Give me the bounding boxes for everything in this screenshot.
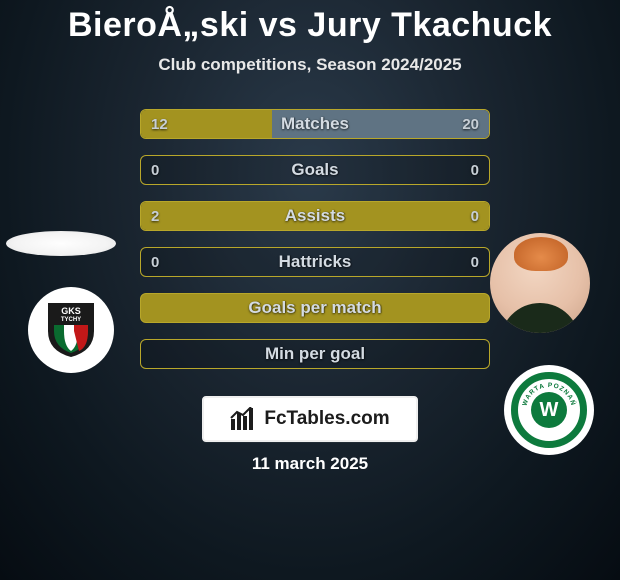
content-wrapper: BieroÅ„ski vs Jury Tkachuck Club competi… bbox=[0, 0, 620, 580]
bar-value-left: 12 bbox=[151, 116, 168, 133]
bar-value-left: 0 bbox=[151, 254, 159, 271]
stat-bar: Goals0 0 bbox=[140, 155, 490, 185]
date-label: 11 march 2025 bbox=[0, 454, 620, 474]
bar-value-left: 2 bbox=[151, 208, 159, 225]
brand-badge: FcTables.com bbox=[202, 396, 418, 442]
subtitle: Club competitions, Season 2024/2025 bbox=[0, 55, 620, 75]
club-left-crest: GKS TYCHY bbox=[28, 287, 114, 373]
page-title: BieroÅ„ski vs Jury Tkachuck bbox=[0, 6, 620, 45]
stat-bar: Goals per match bbox=[140, 293, 490, 323]
player-left-avatar bbox=[6, 231, 116, 256]
chart-bars-icon bbox=[230, 407, 256, 431]
bar-value-right: 0 bbox=[471, 208, 479, 225]
bar-label: Assists bbox=[141, 206, 489, 226]
bar-label: Hattricks bbox=[141, 252, 489, 272]
bar-label: Min per goal bbox=[141, 344, 489, 364]
bar-value-right: 20 bbox=[462, 116, 479, 133]
crest-right-ring: WARTA POZNAŃ 1912 W bbox=[511, 372, 587, 448]
crest-right-ring-bottom: 1912 bbox=[541, 420, 557, 428]
crest-left-text-sub: TYCHY bbox=[46, 317, 96, 323]
crest-right-ring-text-icon: WARTA POZNAŃ 1912 bbox=[518, 379, 580, 441]
bar-label: Goals bbox=[141, 160, 489, 180]
bar-label: Matches bbox=[141, 114, 489, 134]
stat-bars: Matches1220Goals00Assists20Hattricks00Go… bbox=[140, 109, 490, 385]
brand-name: FcTables.com bbox=[264, 408, 389, 430]
svg-text:WARTA POZNAŃ: WARTA POZNAŃ bbox=[521, 382, 578, 407]
bar-value-right: 0 bbox=[471, 254, 479, 271]
stat-bar: Min per goal bbox=[140, 339, 490, 369]
stat-bar: Hattricks0 0 bbox=[140, 247, 490, 277]
shield-icon: GKS TYCHY bbox=[46, 301, 96, 359]
bar-value-right: 0 bbox=[471, 162, 479, 179]
club-right-crest: WARTA POZNAŃ 1912 W bbox=[504, 365, 594, 455]
stat-bar: Matches12 20 bbox=[140, 109, 490, 139]
crest-right-ring-top: WARTA POZNAŃ bbox=[521, 382, 578, 407]
bar-value-left: 0 bbox=[151, 162, 159, 179]
svg-text:1912: 1912 bbox=[541, 420, 557, 428]
comparison-area: GKS TYCHY WARTA POZNAŃ 1912 bbox=[0, 109, 620, 409]
crest-left-text-top: GKS bbox=[46, 306, 96, 316]
player-right-avatar bbox=[490, 233, 590, 333]
stat-bar: Assists2 0 bbox=[140, 201, 490, 231]
bar-label: Goals per match bbox=[141, 298, 489, 318]
